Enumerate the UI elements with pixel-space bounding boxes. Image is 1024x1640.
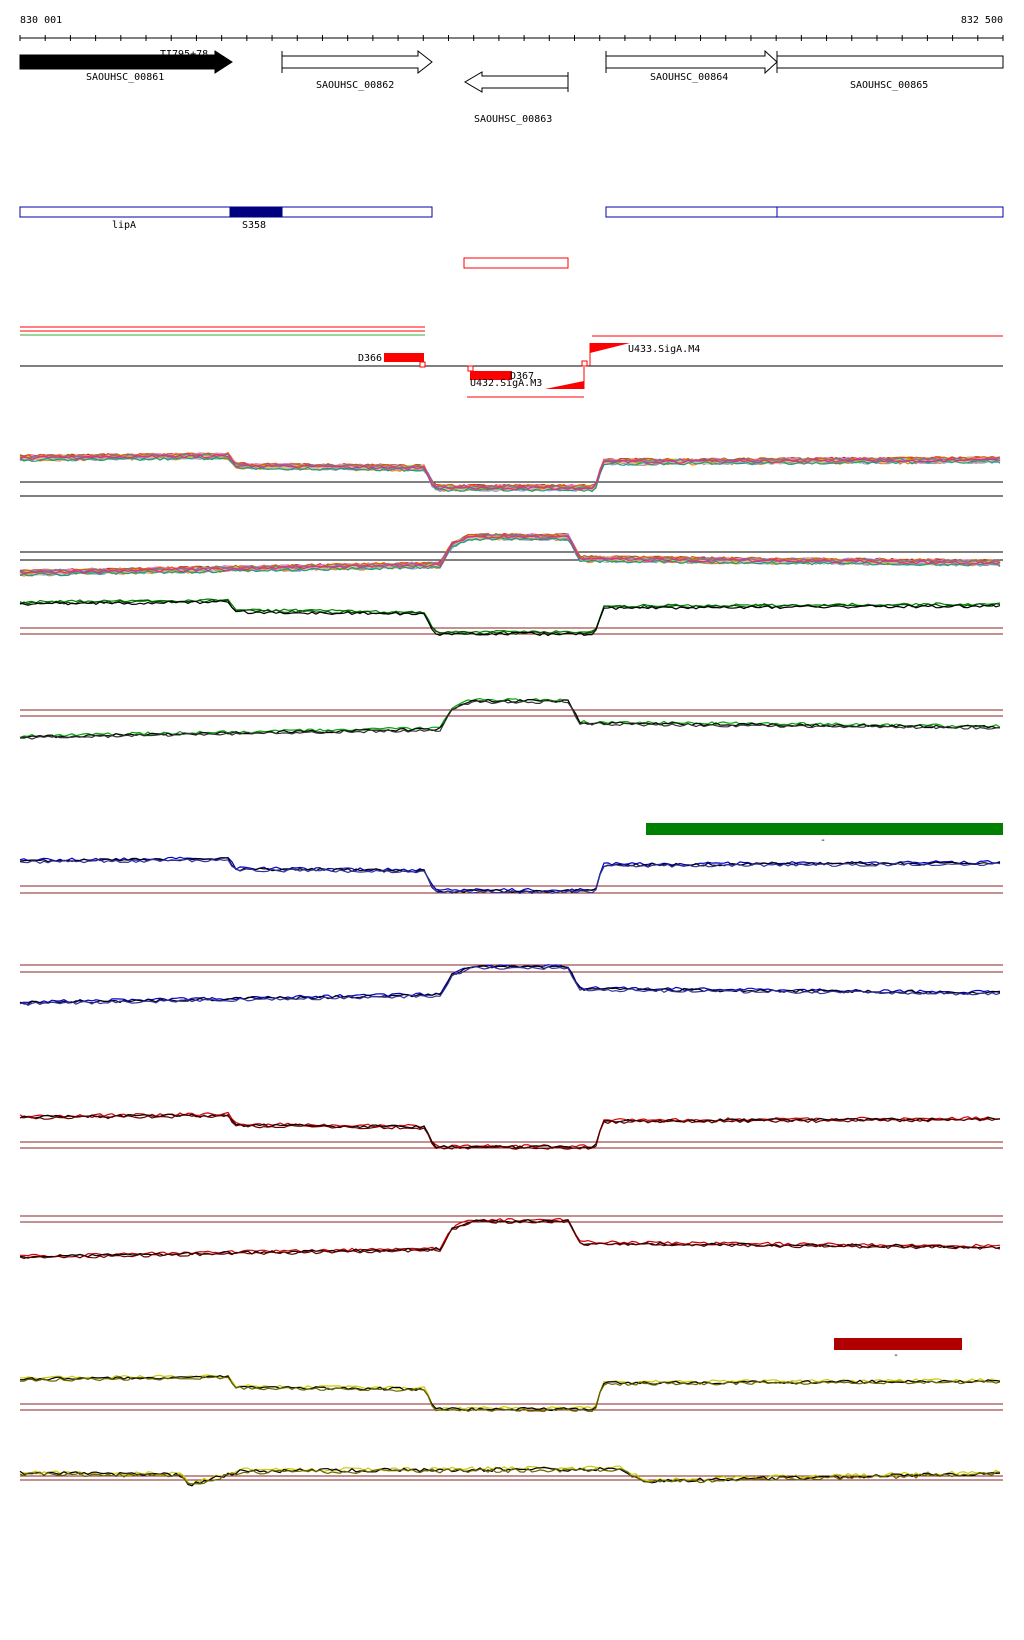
axis-start-label: 830 001 bbox=[20, 15, 62, 26]
expression-line[interactable] bbox=[19, 1467, 1001, 1485]
transcript-D367[interactable] bbox=[470, 371, 512, 380]
gene-SAOUHSC_00861[interactable]: TI795+78 SAOUHSC_00861 bbox=[19, 49, 233, 83]
expression-line[interactable] bbox=[19, 1465, 1001, 1486]
expression-line[interactable] bbox=[19, 698, 1001, 739]
annotation-segment[interactable] bbox=[776, 206, 1004, 218]
coordinate-axis: 830 001 832 500 bbox=[19, 15, 1004, 41]
expression-line[interactable] bbox=[19, 965, 1001, 1006]
highlight-red-bar[interactable] bbox=[834, 1338, 962, 1350]
gene-label: SAOUHSC_00862 bbox=[316, 80, 394, 91]
transcript-label-D367: D367 bbox=[510, 371, 534, 382]
expression-line[interactable] bbox=[19, 535, 1001, 575]
blue-track-down bbox=[19, 856, 1003, 895]
expression-line[interactable] bbox=[19, 965, 1001, 1005]
expression-line[interactable] bbox=[20, 1217, 1001, 1258]
transcript-end-marker bbox=[581, 360, 588, 367]
gene-SAOUHSC_00864[interactable]: SAOUHSC_00864 bbox=[605, 49, 778, 83]
expression-line[interactable] bbox=[19, 1218, 1001, 1259]
region-box[interactable] bbox=[463, 257, 569, 269]
transcript-label-U432: U432.SigA.M3 bbox=[470, 378, 542, 389]
red-track-up bbox=[19, 1215, 1003, 1260]
expression-line[interactable] bbox=[20, 454, 1001, 492]
expression-line[interactable] bbox=[19, 1113, 1001, 1150]
green-track-down bbox=[19, 598, 1003, 637]
transcript-end-marker bbox=[419, 361, 426, 368]
expression-line[interactable] bbox=[19, 533, 1001, 573]
annotation-label-lipA: lipA bbox=[112, 220, 136, 231]
transcript-track: D366 D367 U432.SigA.M3 U433.SigA.M4 bbox=[20, 326, 1003, 398]
expression-line[interactable] bbox=[19, 964, 1001, 1004]
expression-tracks bbox=[19, 451, 1003, 1487]
highlight-green[interactable]: - bbox=[646, 823, 1003, 846]
yellow-track-flat bbox=[19, 1465, 1003, 1487]
gene-SAOUHSC_00862[interactable]: SAOUHSC_00862 bbox=[281, 49, 433, 91]
annotation-S358[interactable] bbox=[229, 206, 283, 218]
expression-line[interactable] bbox=[19, 697, 1001, 738]
axis-end-label: 832 500 bbox=[961, 15, 1003, 26]
transcript-label-U433: U433.SigA.M4 bbox=[628, 344, 700, 355]
transcript-end-marker bbox=[467, 365, 474, 372]
gene-track: TI795+78 SAOUHSC_00861 SAOUHSC_00862 SAO… bbox=[19, 49, 1004, 125]
transcript-U433[interactable] bbox=[590, 343, 630, 353]
annotation-label-S358: S358 bbox=[242, 220, 266, 231]
multi-track-down bbox=[19, 451, 1003, 497]
highlight-red-mark: - bbox=[893, 1350, 899, 1361]
expression-line[interactable] bbox=[19, 858, 1001, 895]
expression-line[interactable] bbox=[19, 857, 1001, 894]
green-track-up bbox=[19, 697, 1003, 740]
highlight-red[interactable]: - bbox=[834, 1338, 962, 1361]
transcript-D366[interactable] bbox=[384, 353, 424, 362]
annotation-track: lipA S358 bbox=[19, 206, 1004, 231]
expression-line[interactable] bbox=[19, 600, 1001, 637]
transcript-U432[interactable] bbox=[545, 381, 584, 389]
gene-label: SAOUHSC_00865 bbox=[850, 80, 928, 91]
transcript-label-D366: D366 bbox=[358, 353, 382, 364]
annotation-lipA[interactable] bbox=[19, 206, 433, 218]
expression-line[interactable] bbox=[19, 453, 1001, 490]
gene-label: SAOUHSC_00863 bbox=[474, 114, 552, 125]
expression-line[interactable] bbox=[19, 454, 1001, 491]
gene-SAOUHSC_00865[interactable]: SAOUHSC_00865 bbox=[776, 51, 1004, 91]
expression-line[interactable] bbox=[19, 699, 1001, 740]
expression-line[interactable] bbox=[19, 599, 1001, 636]
highlight-green-mark: - bbox=[820, 835, 826, 846]
gene-SAOUHSC_00863[interactable]: SAOUHSC_00863 bbox=[464, 71, 569, 125]
red-track-down bbox=[19, 1111, 1003, 1150]
expression-line[interactable] bbox=[20, 1376, 1001, 1413]
blue-track-up bbox=[19, 964, 1003, 1006]
yellow-track-down bbox=[19, 1374, 1003, 1413]
highlight-green-bar[interactable] bbox=[646, 823, 1003, 835]
axis-ticks bbox=[19, 35, 1004, 41]
expression-line[interactable] bbox=[19, 1219, 1001, 1260]
multi-track-up bbox=[19, 532, 1003, 577]
gene-label: SAOUHSC_00864 bbox=[650, 72, 728, 83]
gene-label: SAOUHSC_00861 bbox=[86, 72, 164, 83]
annotation-segment[interactable] bbox=[605, 206, 778, 218]
gene-overlay-label: TI795+78 bbox=[160, 49, 208, 60]
